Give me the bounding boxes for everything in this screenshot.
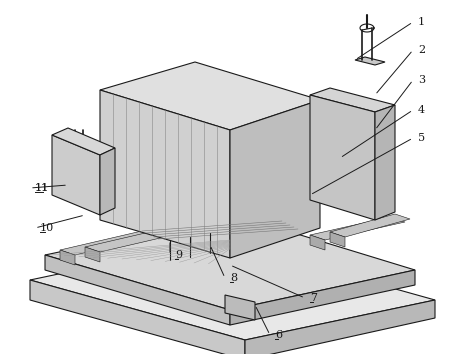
Polygon shape [245, 300, 435, 354]
Text: 3: 3 [418, 75, 425, 85]
Polygon shape [85, 204, 285, 252]
Text: 10: 10 [40, 223, 54, 233]
Polygon shape [60, 250, 75, 265]
Text: 11: 11 [35, 183, 49, 193]
Text: 11: 11 [35, 183, 49, 193]
Polygon shape [225, 295, 255, 320]
Polygon shape [100, 62, 320, 130]
Text: 6: 6 [275, 330, 282, 340]
Polygon shape [330, 214, 410, 237]
Polygon shape [330, 232, 345, 247]
Text: 1: 1 [418, 17, 425, 27]
Text: 5: 5 [418, 133, 425, 143]
Polygon shape [310, 235, 325, 250]
Polygon shape [310, 95, 375, 220]
Polygon shape [375, 105, 395, 220]
Text: 7: 7 [310, 293, 317, 303]
Polygon shape [230, 270, 415, 325]
Polygon shape [52, 135, 100, 215]
Polygon shape [60, 207, 260, 255]
Polygon shape [30, 280, 245, 354]
Text: 2: 2 [418, 45, 425, 55]
Polygon shape [100, 90, 230, 258]
Polygon shape [45, 215, 415, 310]
Polygon shape [52, 128, 115, 155]
Polygon shape [100, 148, 115, 215]
Polygon shape [65, 135, 93, 160]
Polygon shape [310, 217, 405, 240]
Text: 4: 4 [418, 105, 425, 115]
Polygon shape [30, 240, 435, 340]
Polygon shape [355, 57, 385, 65]
Polygon shape [85, 247, 100, 262]
Text: 9: 9 [175, 250, 182, 260]
Polygon shape [310, 88, 395, 112]
Polygon shape [230, 100, 320, 258]
Polygon shape [45, 255, 230, 325]
Text: 8: 8 [230, 273, 237, 283]
